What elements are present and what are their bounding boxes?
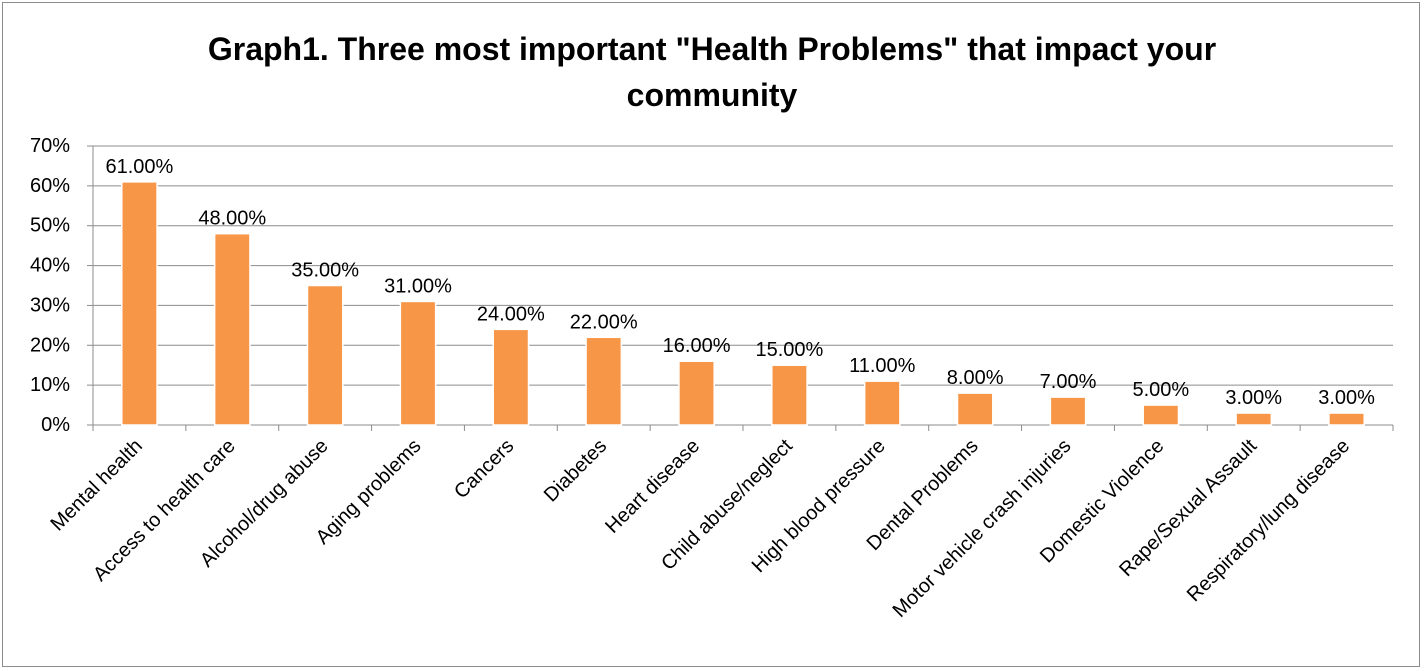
data-label: 48.00% xyxy=(198,208,266,230)
bar xyxy=(1235,412,1273,426)
y-tick-label: 0% xyxy=(41,414,70,436)
data-label: 31.00% xyxy=(384,275,452,297)
data-label: 35.00% xyxy=(291,260,359,282)
data-label: 7.00% xyxy=(1040,371,1097,393)
x-tick-label: Diabetes xyxy=(540,435,611,506)
y-tick-label: 50% xyxy=(30,215,70,237)
y-tick-label: 30% xyxy=(30,294,70,316)
data-label: 61.00% xyxy=(106,156,174,178)
bar xyxy=(1142,404,1180,426)
data-label: 15.00% xyxy=(756,339,824,361)
data-label: 5.00% xyxy=(1132,379,1189,401)
bar xyxy=(1328,412,1365,426)
y-tick-label: 70% xyxy=(30,135,70,157)
bar xyxy=(956,392,994,426)
x-tick-label: Respiratory/lung disease xyxy=(1183,435,1354,606)
gridlines xyxy=(93,145,1393,386)
y-tick-label: 20% xyxy=(30,334,70,356)
x-axis xyxy=(92,424,1394,431)
x-tick-label: Heart disease xyxy=(601,435,704,538)
bar xyxy=(399,300,437,426)
data-label: 16.00% xyxy=(663,335,731,357)
y-tick-label: 10% xyxy=(30,374,70,396)
bar xyxy=(213,232,251,426)
bar xyxy=(585,336,623,426)
bar xyxy=(492,328,530,426)
y-tick-label: 40% xyxy=(30,255,70,277)
y-tick-label: 60% xyxy=(30,175,70,197)
chart-title: Graph1. Three most important "Health Pro… xyxy=(0,26,1424,118)
bar xyxy=(1049,396,1087,426)
data-label: 3.00% xyxy=(1318,387,1375,409)
bars xyxy=(121,181,1365,426)
bar xyxy=(771,364,808,426)
data-labels: 61.00% 48.00% 35.00% 31.00% 24.00% 22.00% 16.0… xyxy=(106,156,1376,409)
bar xyxy=(863,380,901,426)
bar xyxy=(678,360,715,426)
data-label: 22.00% xyxy=(570,311,638,333)
data-label: 24.00% xyxy=(477,303,545,325)
x-tick-label: Motor vehicle crash injuries xyxy=(889,435,1076,622)
x-tick-label: Cancers xyxy=(450,435,518,503)
data-label: 8.00% xyxy=(947,367,1004,389)
x-tick-label: Mental health xyxy=(46,435,146,535)
chart-title-text: Graph1. Three most important "Health Pro… xyxy=(207,31,1217,113)
bar xyxy=(306,284,344,426)
data-label: 11.00% xyxy=(849,355,916,377)
bar xyxy=(121,181,158,426)
y-axis: 0% 10% 20% 30% 40% 50% 60% 70% xyxy=(30,135,94,436)
data-label: 3.00% xyxy=(1225,387,1282,409)
